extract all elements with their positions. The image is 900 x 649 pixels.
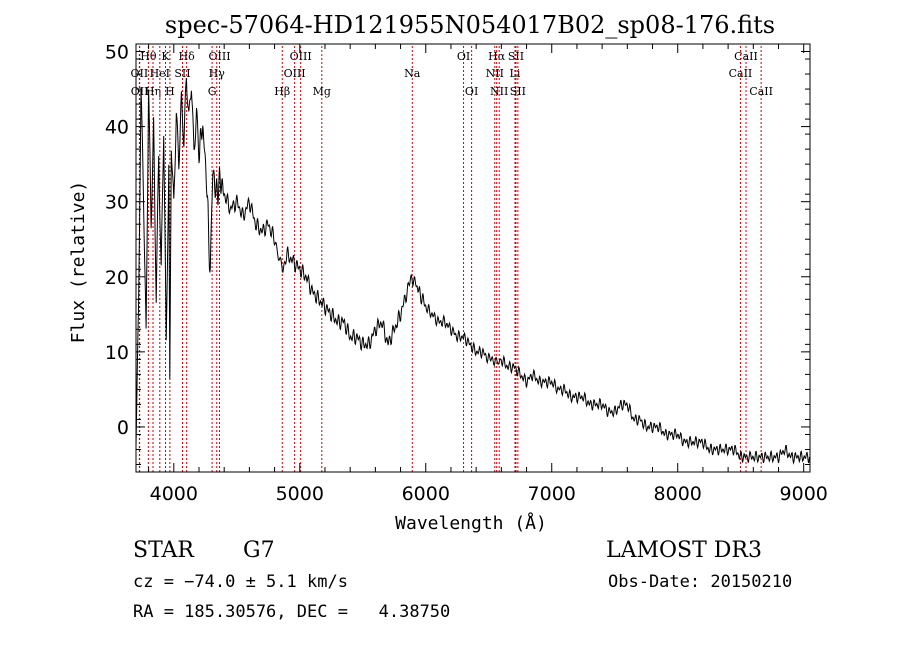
x-tick-label: 4000 xyxy=(150,483,198,505)
line-label: G xyxy=(208,85,217,98)
line-label: NII xyxy=(490,85,508,98)
line-label: Mg xyxy=(313,85,331,98)
y-tick-label: 0 xyxy=(117,417,129,439)
object-subclass: G7 xyxy=(243,538,275,563)
line-label: OII xyxy=(131,85,149,98)
spectrum-line xyxy=(135,78,811,465)
y-tick-label: 50 xyxy=(105,42,129,64)
chart-title: spec-57064-HD121955N054017B02_sp08-176.f… xyxy=(165,11,775,39)
x-tick-label: 5000 xyxy=(276,483,324,505)
y-tick-label: 20 xyxy=(105,267,129,289)
x-tick-label: 9000 xyxy=(780,483,828,505)
y-tick-label: 40 xyxy=(105,117,129,139)
line-label: Na xyxy=(404,67,421,80)
line-label: HeI xyxy=(150,67,170,80)
line-label: K xyxy=(161,50,170,63)
line-label: H xyxy=(165,85,175,98)
line-label: OII xyxy=(131,67,149,80)
line-label: Hδ xyxy=(179,50,196,63)
line-label: SII xyxy=(174,67,190,80)
line-label: OIII xyxy=(284,67,306,80)
line-label: SII xyxy=(508,50,524,63)
line-label: OIII xyxy=(290,50,312,63)
line-label: CaII xyxy=(749,85,773,98)
line-label: Hβ xyxy=(274,85,290,98)
line-label: Hγ xyxy=(209,67,226,80)
line-label: CaII xyxy=(734,50,758,63)
line-label: Li xyxy=(510,67,521,80)
line-label: NII xyxy=(486,67,504,80)
obs-date: Obs-Date: 20150210 xyxy=(608,572,793,592)
line-label: CaII xyxy=(729,67,753,80)
line-label: Hα xyxy=(488,50,506,63)
axes-frame xyxy=(135,43,811,473)
line-label: SII xyxy=(510,85,526,98)
line-label: OI xyxy=(465,85,478,98)
redshift-text: cz = −74.0 ± 5.1 km/s xyxy=(133,572,348,592)
y-tick-label: 30 xyxy=(105,192,129,214)
y-tick-label: 10 xyxy=(105,342,129,364)
coordinates: RA = 185.30576, DEC = 4.38750 xyxy=(133,602,451,622)
object-class: STAR xyxy=(133,538,194,563)
line-label: OIII xyxy=(208,50,230,63)
x-tick-label: 8000 xyxy=(654,483,702,505)
line-label: Hη xyxy=(145,85,161,98)
x-axis-label: Wavelength (Å) xyxy=(395,512,547,534)
survey-name: LAMOST DR3 xyxy=(606,538,762,563)
y-axis-label: Flux (relative) xyxy=(68,181,89,344)
x-tick-label: 6000 xyxy=(402,483,450,505)
x-tick-label: 7000 xyxy=(528,483,576,505)
line-label: OI xyxy=(457,50,470,63)
